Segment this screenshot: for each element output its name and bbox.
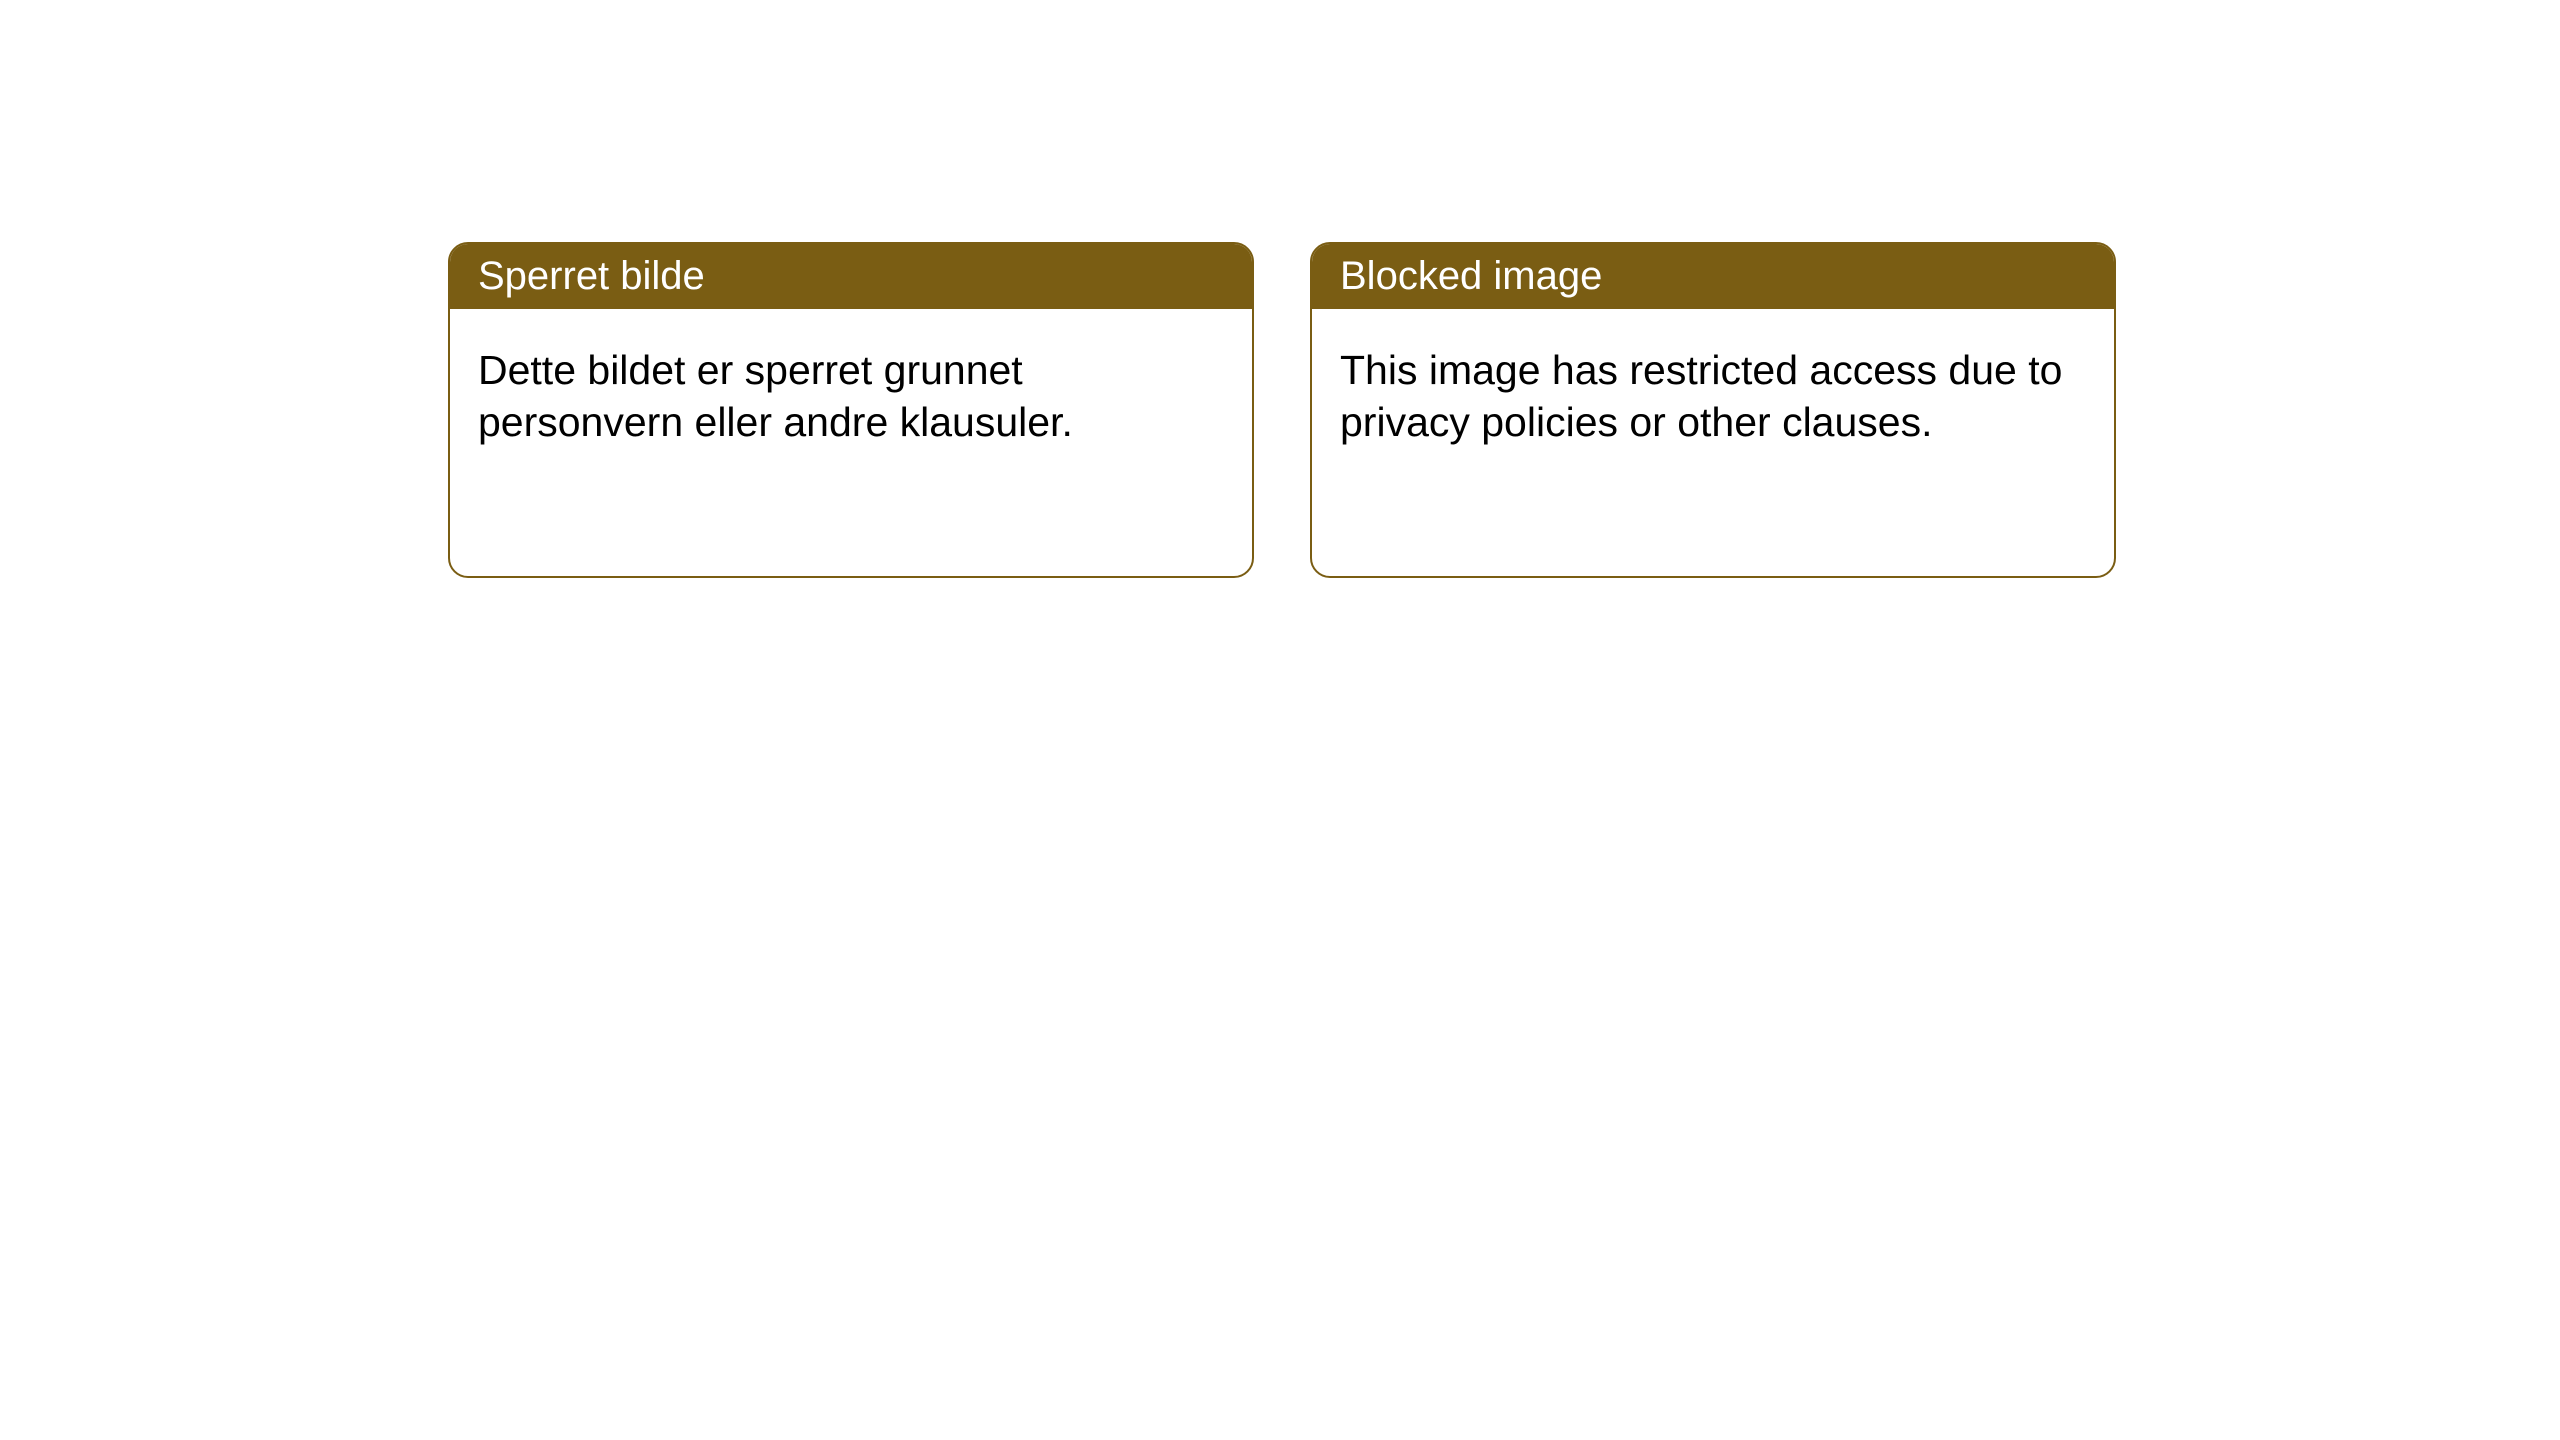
notice-card-body: Dette bildet er sperret grunnet personve… [450, 309, 1252, 484]
notice-card-text: This image has restricted access due to … [1340, 347, 2062, 445]
notice-card-title: Sperret bilde [478, 254, 705, 298]
notice-card-text: Dette bildet er sperret grunnet personve… [478, 347, 1073, 445]
notice-card-norwegian: Sperret bilde Dette bildet er sperret gr… [448, 242, 1254, 578]
notice-cards-container: Sperret bilde Dette bildet er sperret gr… [0, 0, 2560, 578]
notice-card-title: Blocked image [1340, 254, 1602, 298]
notice-card-body: This image has restricted access due to … [1312, 309, 2114, 484]
notice-card-english: Blocked image This image has restricted … [1310, 242, 2116, 578]
notice-card-header: Blocked image [1312, 244, 2114, 309]
notice-card-header: Sperret bilde [450, 244, 1252, 309]
